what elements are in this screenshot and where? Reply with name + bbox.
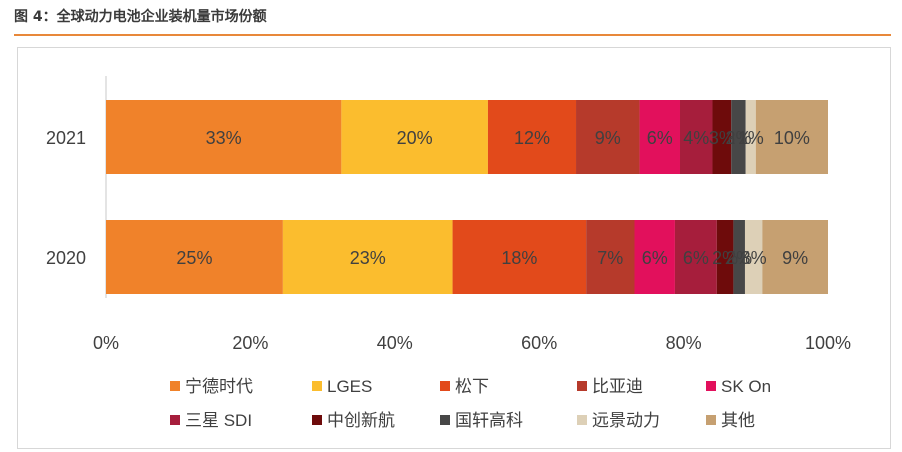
legend-swatch <box>440 415 450 425</box>
bar-segment <box>634 220 675 294</box>
figure-title: 图 4：全球动力电池企业装机量市场份额 <box>14 9 267 25</box>
data-label: 6% <box>683 248 709 268</box>
data-label: 3% <box>741 248 767 268</box>
data-label: 33% <box>206 128 242 148</box>
data-label: 10% <box>774 128 810 148</box>
legend-swatch <box>577 415 587 425</box>
legend-label: 其他 <box>721 411 755 430</box>
legend-label: 宁德时代 <box>185 377 253 396</box>
legend-swatch <box>170 415 180 425</box>
bar-segment <box>762 220 828 294</box>
x-tick-label: 0% <box>93 333 119 353</box>
data-label: 3% <box>709 128 735 148</box>
bar-segment <box>106 220 283 294</box>
bar-segment <box>341 100 488 174</box>
bar-segment <box>755 100 828 174</box>
bar-segment <box>745 100 756 174</box>
bar-segment <box>639 100 680 174</box>
bar-segment <box>679 100 713 174</box>
data-label: 6% <box>647 128 673 148</box>
data-label: 12% <box>514 128 550 148</box>
bar-segment <box>487 100 577 174</box>
legend-label: LGES <box>327 377 372 396</box>
bar-segment <box>282 220 453 294</box>
legend-swatch <box>440 381 450 391</box>
bar-segment <box>586 220 635 294</box>
data-label: 9% <box>782 248 808 268</box>
category-label: 2021 <box>46 128 86 148</box>
data-label: 4% <box>683 128 709 148</box>
bar-segment <box>674 220 717 294</box>
bar-segment <box>731 100 746 174</box>
legend-label: 比亚迪 <box>592 377 643 396</box>
data-label: 23% <box>350 248 386 268</box>
bar-segment <box>733 220 745 294</box>
title-divider <box>14 34 891 36</box>
category-label: 2020 <box>46 248 86 268</box>
legend-label: 中创新航 <box>327 411 395 430</box>
data-label: 1% <box>738 128 764 148</box>
legend-swatch <box>577 381 587 391</box>
data-label: 2% <box>726 248 752 268</box>
data-label: 18% <box>501 248 537 268</box>
x-tick-label: 20% <box>232 333 268 353</box>
bar-segment <box>576 100 640 174</box>
x-tick-label: 40% <box>377 333 413 353</box>
x-tick-label: 100% <box>805 333 851 353</box>
legend-label: 三星 SDI <box>185 411 252 430</box>
legend-swatch <box>312 415 322 425</box>
data-label: 20% <box>397 128 433 148</box>
data-label: 2% <box>712 248 738 268</box>
legend-label: SK On <box>721 377 771 396</box>
chart-frame <box>17 47 891 449</box>
legend-label: 松下 <box>455 377 489 396</box>
bar-segment <box>744 220 763 294</box>
legend-swatch <box>706 415 716 425</box>
x-tick-label: 60% <box>521 333 557 353</box>
x-tick-label: 80% <box>666 333 702 353</box>
data-label: 6% <box>642 248 668 268</box>
bar-segment <box>106 100 342 174</box>
data-label: 9% <box>595 128 621 148</box>
legend-label: 远景动力 <box>592 411 660 430</box>
bar-segment <box>716 220 734 294</box>
data-label: 2% <box>725 128 751 148</box>
legend-swatch <box>312 381 322 391</box>
legend-swatch <box>170 381 180 391</box>
bar-segment <box>452 220 587 294</box>
data-label: 7% <box>597 248 623 268</box>
legend-label: 国轩高科 <box>455 411 523 430</box>
data-label: 25% <box>176 248 212 268</box>
legend-swatch <box>706 381 716 391</box>
bar-segment <box>712 100 732 174</box>
